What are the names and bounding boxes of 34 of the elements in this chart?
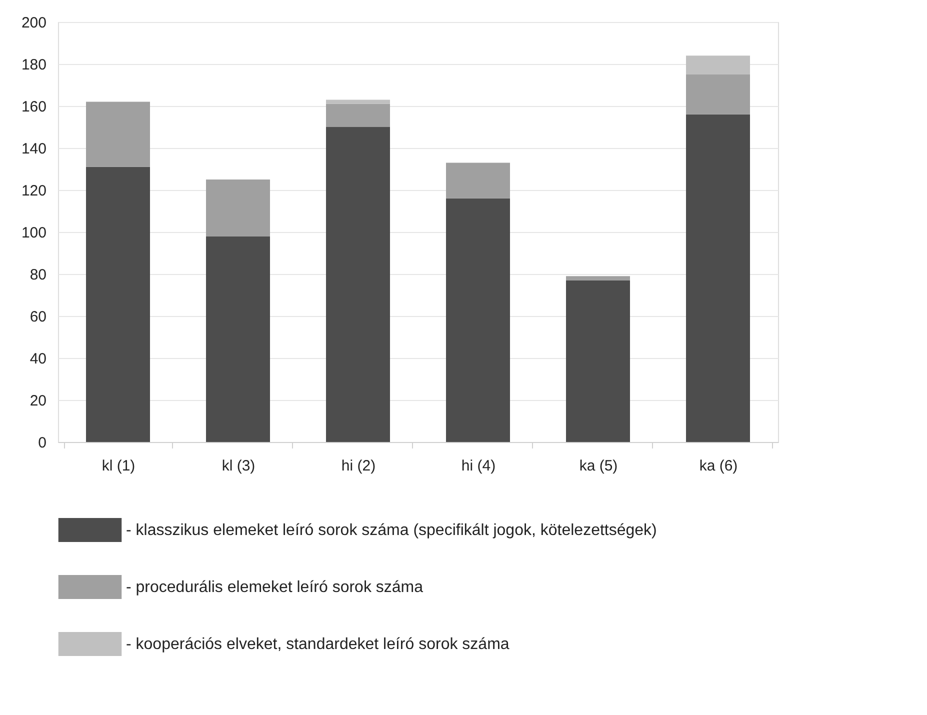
bar [446, 162, 510, 198]
y-tick-label: 40 [30, 350, 46, 368]
y-tick-label: 20 [30, 392, 46, 410]
bar [326, 104, 390, 127]
bar [86, 102, 150, 167]
bar [206, 180, 270, 236]
y-tick-label: 0 [38, 434, 46, 452]
x-tick-label: ka (6) [699, 458, 738, 474]
legend-label: - kooperációs elveket, standardeket leíró sorok száma [126, 636, 510, 653]
y-tick-label: 120 [21, 182, 46, 200]
y-tick-label: 200 [21, 14, 46, 32]
legend-label: - procedurális elemeket leíró sorok száma [126, 579, 424, 596]
y-tick-label: 100 [21, 224, 46, 242]
x-tick-label: kl (1) [102, 458, 136, 474]
x-tick-label: kl (3) [222, 458, 256, 474]
bar [686, 74, 750, 114]
bar [686, 56, 750, 74]
x-tick-label: hi (4) [461, 458, 496, 474]
bar [566, 280, 630, 442]
y-tick-label: 60 [30, 308, 46, 326]
bar [686, 114, 750, 442]
bar [326, 127, 390, 442]
bar [86, 166, 150, 442]
y-tick-label: 140 [21, 140, 46, 158]
y-tick-label: 80 [30, 266, 46, 284]
y-tick-label: 180 [21, 56, 46, 74]
x-tick-label: hi (2) [341, 458, 376, 474]
bar [566, 276, 630, 280]
y-tick-label: 160 [21, 98, 46, 116]
x-tick-label: ka (5) [579, 458, 618, 474]
bar [206, 236, 270, 442]
legend-label: - klasszikus elemeket leíró sorok száma (specifikált jogok, kötelezettségek) [126, 522, 657, 539]
bar [326, 100, 390, 104]
bar [446, 198, 510, 442]
